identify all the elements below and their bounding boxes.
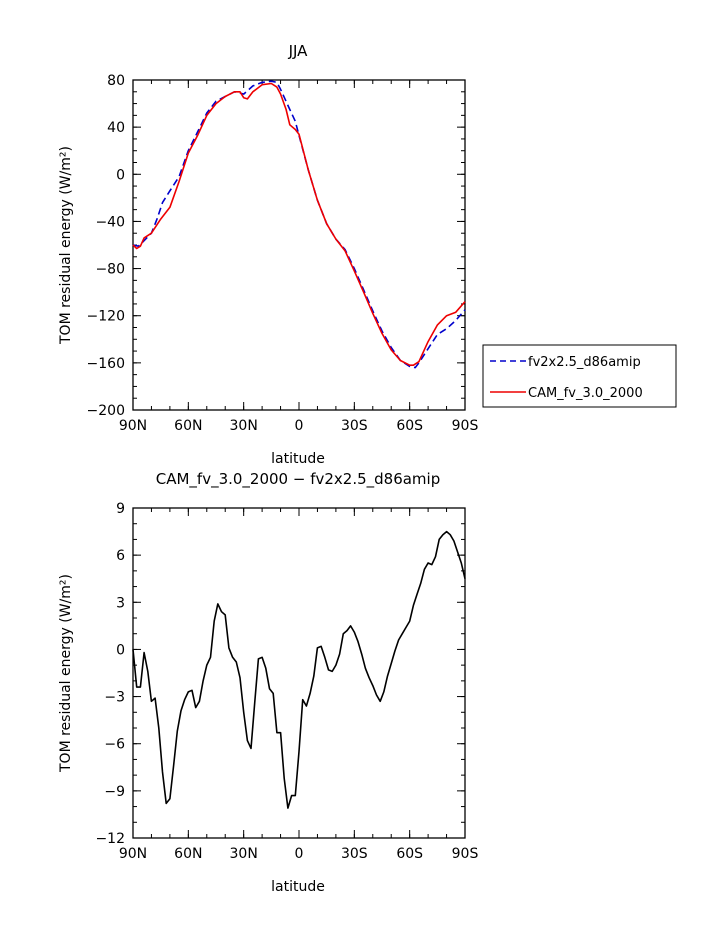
- x-tick-label: 90N: [119, 418, 147, 434]
- x-tick-label: 30N: [230, 846, 258, 862]
- y-tick-label: −6: [104, 737, 125, 753]
- x-tick-label: 0: [295, 846, 304, 862]
- x-tick-label: 90N: [119, 846, 147, 862]
- bottom-x-axis-label: latitude: [271, 879, 325, 895]
- x-tick-label: 60N: [174, 418, 202, 434]
- x-tick-label: 30S: [341, 418, 368, 434]
- x-tick-label: 30N: [230, 418, 258, 434]
- y-tick-label: −80: [95, 262, 125, 278]
- y-tick-label: −200: [87, 403, 125, 419]
- y-tick-label: 3: [116, 595, 125, 611]
- y-tick-label: −12: [95, 831, 125, 847]
- top-y-tick-labels: −200 −160 −120 −80 −40 0 40 80: [87, 73, 125, 419]
- top-x-tick-labels: 90N 60N 30N 0 30S 60S 90S: [119, 418, 479, 434]
- x-tick-label: 60S: [396, 846, 423, 862]
- top-chart-title: JJA: [288, 42, 309, 60]
- top-x-axis-label: latitude: [271, 451, 325, 467]
- y-tick-label: 80: [107, 73, 125, 89]
- series-line-fv2x2-5-d86amip: [132, 80, 466, 369]
- y-tick-label: 9: [116, 501, 125, 517]
- x-tick-label: 90S: [452, 846, 479, 862]
- top-ticks: [132, 79, 466, 411]
- bottom-panel: CAM_fv_3.0_2000 − fv2x2.5_d86amip 90N 60N…: [58, 470, 478, 895]
- bottom-x-tick-labels: 90N 60N 30N 0 30S 60S 90S: [119, 846, 479, 862]
- x-tick-label: 60S: [396, 418, 423, 434]
- bottom-plot-frame: [132, 507, 466, 839]
- y-tick-label: −120: [87, 309, 125, 325]
- bottom-chart-title: CAM_fv_3.0_2000 − fv2x2.5_d86amip: [156, 470, 441, 489]
- bottom-series-group: [132, 530, 466, 809]
- top-y-axis-label: TOM residual energy (W/m²): [58, 146, 74, 345]
- y-tick-label: 0: [116, 642, 125, 658]
- x-tick-label: 90S: [452, 418, 479, 434]
- y-tick-label: −3: [104, 690, 125, 706]
- y-tick-label: 40: [107, 120, 125, 136]
- series-line-difference: [132, 530, 466, 809]
- y-tick-label: 0: [116, 167, 125, 183]
- y-tick-label: 6: [116, 548, 125, 564]
- y-tick-label: −9: [104, 784, 125, 800]
- bottom-y-tick-labels: −12 −9 −6 −3 0 3 6 9: [95, 501, 125, 847]
- series-line-cam-fv-3-0-2000: [132, 82, 466, 367]
- top-plot-frame: [132, 79, 466, 411]
- y-tick-label: −160: [87, 356, 125, 372]
- x-tick-label: 0: [295, 418, 304, 434]
- top-series-group: [132, 80, 466, 369]
- legend: fv2x2.5_d86amip CAM_fv_3.0_2000: [482, 344, 677, 408]
- top-panel: JJA 90N 60N 30N 0 30S 60S 90S −200−160−120−80−…: [58, 42, 478, 467]
- legend-label-fv2x2.5: fv2x2.5_d86amip: [528, 355, 641, 370]
- legend-label-cam: CAM_fv_3.0_2000: [528, 386, 643, 401]
- bottom-y-axis-label: TOM residual energy (W/m²): [58, 574, 74, 773]
- x-tick-label: 60N: [174, 846, 202, 862]
- bottom-ticks: [132, 507, 466, 839]
- y-tick-label: −40: [95, 214, 125, 230]
- legend-box: [482, 344, 677, 408]
- x-tick-label: 30S: [341, 846, 368, 862]
